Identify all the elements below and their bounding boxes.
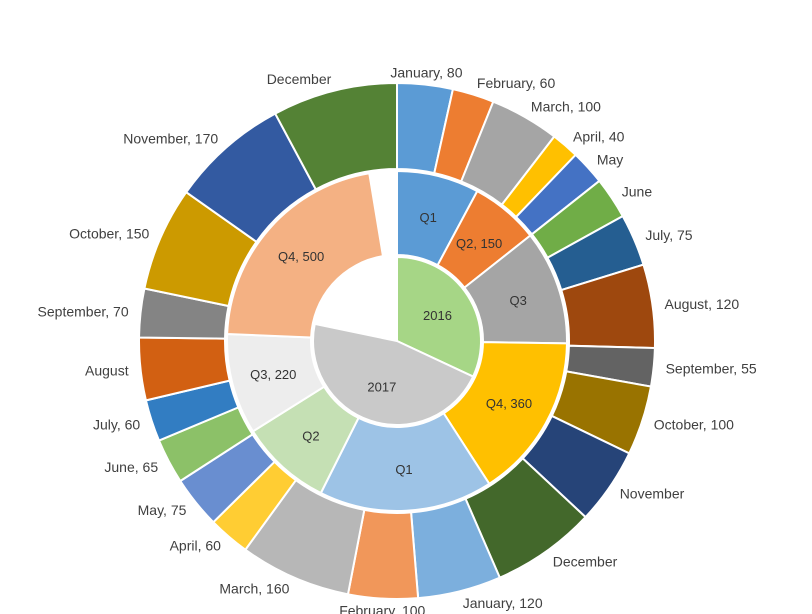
months-label-2016-february-60: February, 60 xyxy=(477,75,556,91)
quarters-label-2016-q3: Q3 xyxy=(510,293,527,308)
label-layer: 2016 2017 Q1 Q2, 150 Q3 Q4, 360 Q1 Q2 Q3, 220 Q4,… xyxy=(38,65,757,614)
months-label-2017-december: December xyxy=(267,71,332,87)
months-label-2017-march-160: March, 160 xyxy=(219,581,289,597)
quarter-ring xyxy=(226,169,568,512)
quarters-label-2017-q2: Q2 xyxy=(302,429,319,444)
months-label-2016-march-100: March, 100 xyxy=(531,99,601,115)
months-label-2017-february-100: February, 100 xyxy=(339,603,425,614)
quarters-label-2017-q1: Q1 xyxy=(395,462,412,477)
quarters-label-2016-q1: Q1 xyxy=(419,210,436,225)
months-label-2017-may-75: May, 75 xyxy=(138,502,187,518)
center-slice-2016 xyxy=(396,255,482,378)
months-label-2016-may: May xyxy=(597,151,623,167)
center-label-2016: 2016 xyxy=(423,308,452,323)
months-label-2016-september-55: September, 55 xyxy=(666,361,757,377)
quarters-label-2016-q4-360: Q4, 360 xyxy=(486,396,532,411)
quarters-slice-2016-q4-360 xyxy=(442,341,568,486)
months-label-2017-july-60: July, 60 xyxy=(93,416,140,432)
quarters-label-2016-q2-150: Q2, 150 xyxy=(456,236,502,251)
months-label-2016-august-120: August, 120 xyxy=(664,296,739,312)
months-label-2016-january-80: January, 80 xyxy=(390,65,462,81)
months-label-2017-august: August xyxy=(85,362,129,378)
quarters-label-2017-q3-220: Q3, 220 xyxy=(250,367,296,382)
months-label-2017-november-170: November, 170 xyxy=(123,131,218,147)
year-ring xyxy=(312,255,482,426)
center-label-2017: 2017 xyxy=(367,380,396,395)
quarters-slice-2017-q1 xyxy=(319,411,491,512)
months-label-2016-november: November xyxy=(620,486,685,502)
months-label-2016-july-75: July, 75 xyxy=(645,227,692,243)
quarters-slice-2017-q4-500 xyxy=(226,172,385,339)
months-label-2016-june: June xyxy=(622,183,653,199)
months-label-2017-january-120: January, 120 xyxy=(463,595,543,611)
months-label-2017-june-65: June, 65 xyxy=(104,459,158,475)
months-label-2016-october-100: October, 100 xyxy=(654,416,734,432)
center-slice-2017 xyxy=(312,322,475,426)
months-label-2016-december: December xyxy=(553,554,618,570)
months-label-2017-september-70: September, 70 xyxy=(38,304,129,320)
months-slice-2017-december xyxy=(273,81,398,191)
months-label-2017-october-150: October, 150 xyxy=(69,225,149,241)
quarters-label-2017-q4-500: Q4, 500 xyxy=(278,249,324,264)
months-label-2017-april-60: April, 60 xyxy=(170,538,222,554)
month-ring xyxy=(138,81,656,600)
months-label-2016-april-40: April, 40 xyxy=(573,128,625,144)
